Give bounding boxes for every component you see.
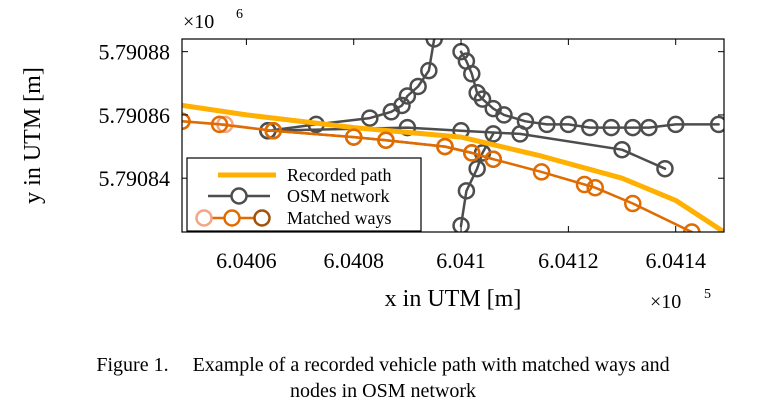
series-1-point	[709, 115, 724, 134]
caption-number: Figure 1.	[96, 354, 169, 376]
x-axis-label: x in UTM [m]	[385, 286, 522, 312]
plot-frame	[181, 38, 725, 233]
extra-series-2-point	[452, 216, 470, 232]
series-1-point	[516, 112, 535, 131]
chart-svg: 6.0406 6.0408 6.041 6.0412 6.0414 5.79084 5.79…	[20, 7, 725, 313]
legend-label: Recorded path	[287, 165, 391, 185]
y-axis-exponent: 6	[236, 7, 243, 22]
y-tick-label: 5.79084	[99, 166, 171, 191]
series-2-point	[624, 194, 642, 213]
y-tick-label: 5.79086	[99, 103, 171, 128]
series-1-point	[559, 115, 578, 134]
series-2-point	[575, 175, 594, 194]
plot-area	[182, 39, 724, 232]
caption-line-1: Figure 1. Example of a recorded vehicle p…	[0, 352, 766, 378]
extra-series-2-point	[484, 125, 502, 143]
series-1-point	[581, 118, 599, 137]
series-1-point	[602, 118, 621, 137]
series-1-line	[459, 50, 720, 129]
x-axis-exponent: 5	[704, 287, 711, 302]
series-2-point	[182, 112, 191, 131]
y-axis-multiplier: ×10	[183, 11, 214, 33]
legend-label: OSM network	[287, 186, 390, 206]
series-2-point	[532, 163, 551, 181]
figure-caption: Figure 1. Example of a recorded vehicle p…	[0, 352, 766, 404]
extra-series-1-point	[656, 159, 674, 178]
series-1-point	[473, 90, 492, 108]
series-2-point	[683, 223, 701, 232]
series-2-line	[182, 120, 694, 232]
y-tick-label: 5.79088	[99, 40, 171, 65]
series-1-point	[640, 118, 658, 137]
extra-series-0-line	[266, 39, 436, 133]
series-1-point	[495, 106, 513, 124]
extra-series-0-point	[361, 109, 379, 127]
series-2-point	[484, 150, 502, 168]
x-axis-multiplier: ×10	[650, 291, 681, 313]
x-tick-label: 6.0412	[538, 248, 599, 273]
x-tick-label: 6.0408	[323, 248, 384, 273]
series-0-line	[182, 102, 724, 232]
series-1-point	[666, 115, 685, 134]
y-axis-label: y in UTM [m]	[20, 67, 46, 204]
series-2-point	[436, 137, 454, 156]
caption-text-1: Example of a recorded vehicle path with …	[192, 354, 670, 376]
x-tick-label: 6.0406	[216, 248, 277, 273]
legend-label: Matched ways	[287, 208, 391, 228]
extra-series-0-point	[393, 96, 411, 115]
legend-swatch-marker	[223, 209, 241, 227]
x-tick-label: 6.041	[436, 248, 486, 273]
series-2-point	[377, 131, 395, 149]
legend-swatch-marker	[195, 209, 213, 227]
extra-series-2-point	[457, 182, 476, 200]
series-2-point	[210, 115, 229, 134]
extra-series-2-point	[468, 159, 486, 178]
series-2-point	[264, 122, 282, 140]
series-2-point	[344, 128, 363, 146]
extra-series-1-point	[398, 118, 417, 137]
extra-series-0-point	[420, 61, 438, 80]
legend-swatch-marker	[230, 187, 248, 205]
extra-series-0-point	[409, 77, 427, 96]
series-1-point	[538, 115, 556, 134]
series-2-point	[463, 144, 481, 162]
caption-line-2: nodes in OSM network	[289, 380, 477, 402]
x-tick-label: 6.0414	[645, 248, 706, 273]
series-1-point	[463, 65, 481, 83]
extra-series-1-point	[613, 140, 631, 159]
series-2-point	[586, 178, 604, 197]
extra-series-0-point	[425, 39, 443, 48]
legend-swatch-marker	[253, 209, 271, 227]
extra-series-0-point	[398, 87, 417, 105]
